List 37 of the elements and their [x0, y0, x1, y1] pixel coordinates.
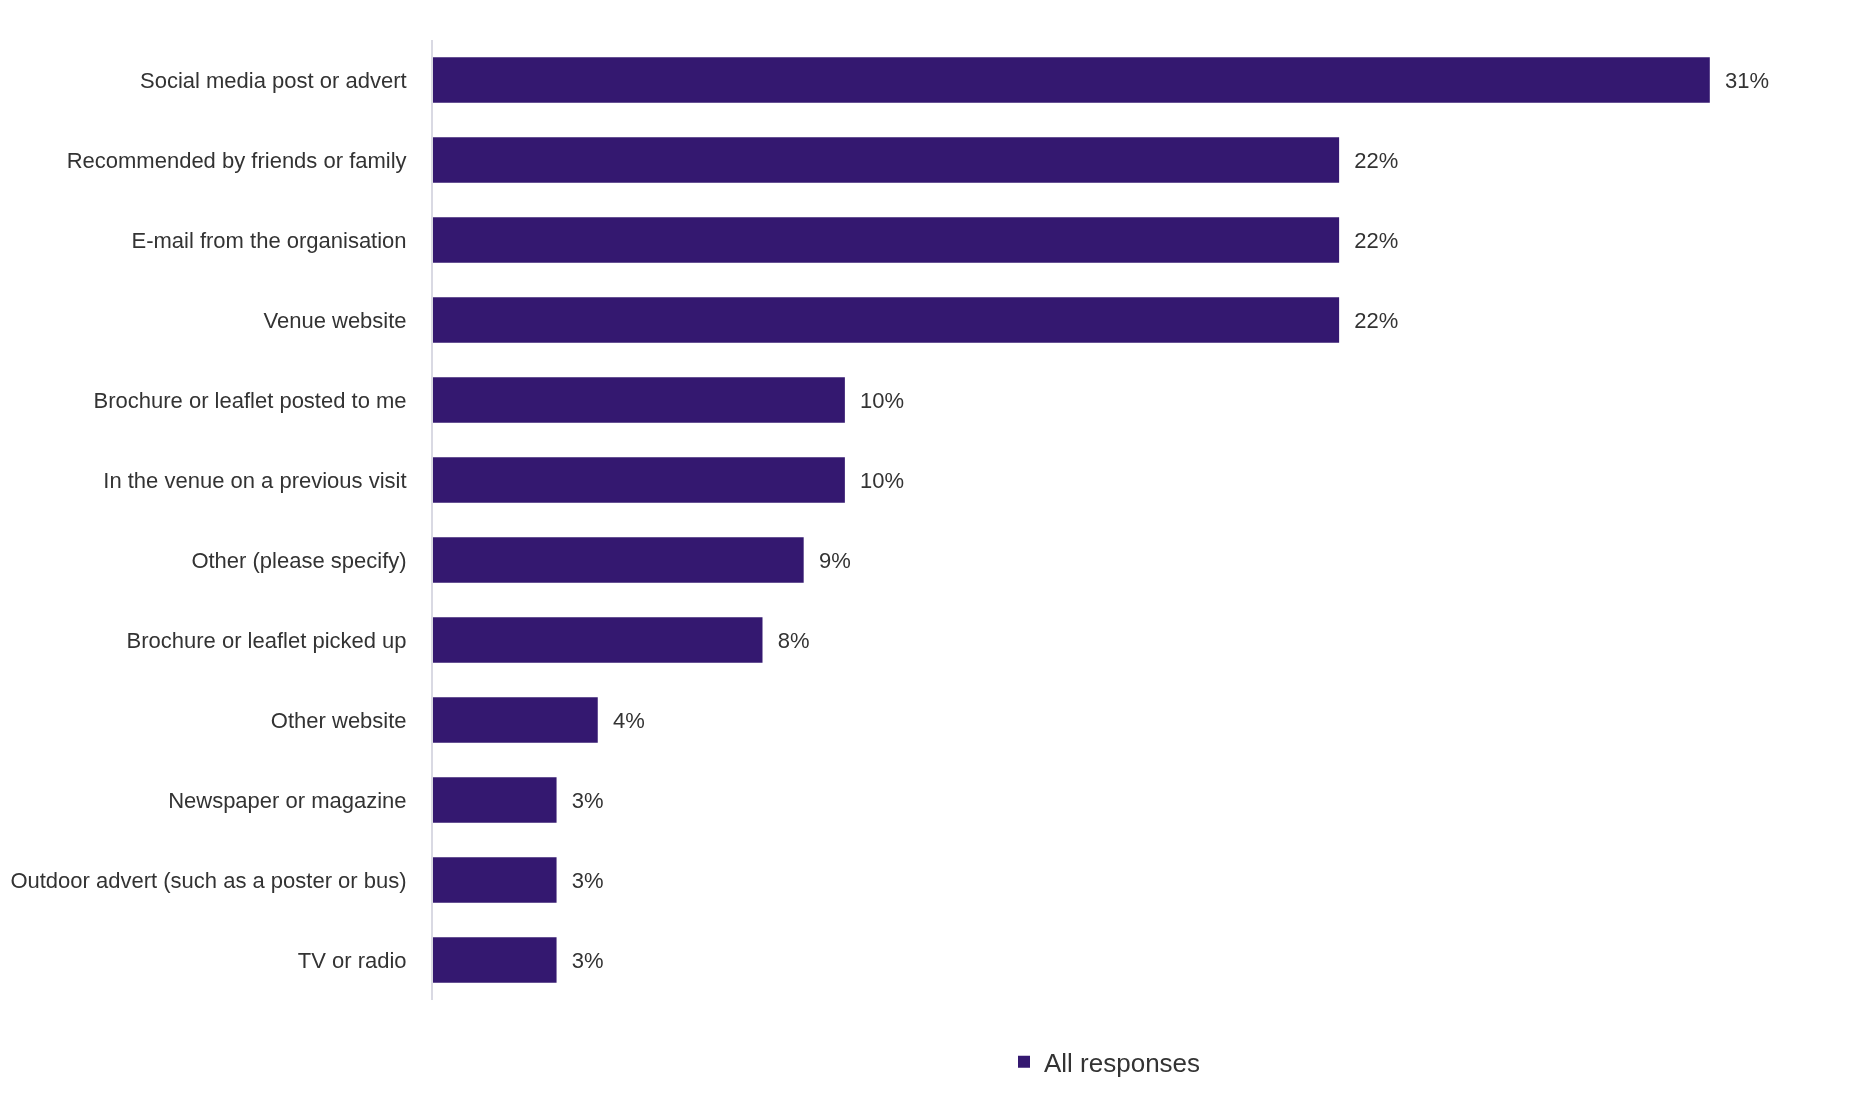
- data-label: 8%: [765, 627, 810, 653]
- data-label: 22%: [1342, 227, 1399, 253]
- bar: [433, 617, 763, 663]
- data-label: 4%: [600, 707, 645, 733]
- data-label: 10%: [847, 467, 905, 493]
- data-label: 3%: [559, 947, 604, 973]
- y-tick-label: Other (please specify): [191, 547, 407, 573]
- bar: [433, 777, 557, 823]
- y-tick-label: Newspaper or magazine: [168, 787, 407, 813]
- data-label: 22%: [1342, 307, 1399, 333]
- legend-label: All responses: [1044, 1047, 1201, 1078]
- data-label: 22%: [1342, 147, 1399, 173]
- bar: [433, 537, 804, 583]
- y-tick-label: Venue website: [263, 307, 407, 333]
- bar: [433, 57, 1710, 103]
- y-tick-label: Other website: [270, 707, 407, 733]
- bar: [433, 377, 845, 423]
- y-tick-label: Recommended by friends or family: [66, 147, 407, 173]
- data-label: 3%: [559, 787, 604, 813]
- data-label: 31%: [1712, 67, 1770, 93]
- bar: [433, 457, 845, 503]
- y-tick-label: Social media post or advert: [140, 67, 407, 93]
- data-label: 10%: [847, 387, 905, 413]
- bar: [433, 137, 1340, 183]
- bar: [433, 857, 557, 903]
- y-tick-label: In the venue on a previous visit: [103, 467, 407, 493]
- y-tick-label: Outdoor advert (such as a poster or bus): [10, 867, 407, 893]
- data-label: 3%: [559, 867, 604, 893]
- data-label: 9%: [806, 547, 851, 573]
- y-tick-label: E-mail from the organisation: [131, 227, 407, 253]
- y-tick-label: TV or radio: [297, 947, 407, 973]
- y-tick-label: Brochure or leaflet picked up: [126, 627, 407, 653]
- bar: [433, 297, 1340, 343]
- bar: [433, 697, 598, 743]
- bar: [433, 217, 1340, 263]
- y-tick-label: Brochure or leaflet posted to me: [93, 387, 407, 413]
- bar: [433, 937, 557, 983]
